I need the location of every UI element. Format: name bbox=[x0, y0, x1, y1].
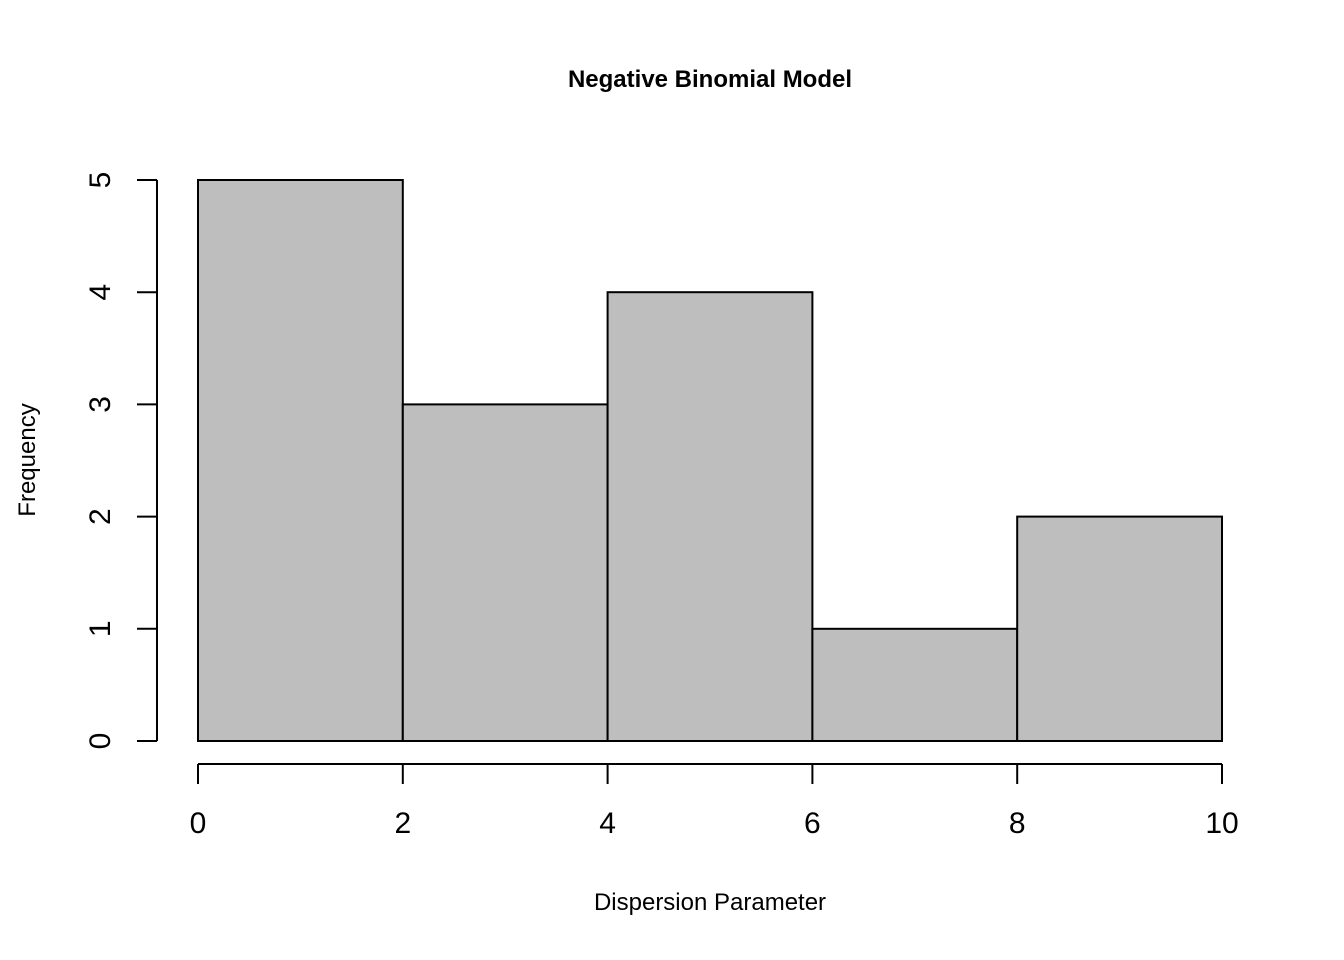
x-axis-label: Dispersion Parameter bbox=[594, 889, 826, 916]
y-tick-label: 2 bbox=[84, 508, 117, 525]
x-tick-label: 10 bbox=[1205, 807, 1238, 840]
y-axis-label: Frequency bbox=[14, 403, 41, 516]
histogram-bar-2-4 bbox=[401, 403, 609, 742]
x-tick-label: 4 bbox=[599, 807, 616, 840]
histogram-bar-8-10 bbox=[1016, 515, 1224, 742]
x-tick-label: 2 bbox=[394, 807, 411, 840]
histogram-bar-0-2 bbox=[197, 179, 404, 742]
y-tick-label: 1 bbox=[84, 620, 117, 637]
y-axis: 0 1 2 3 4 5 bbox=[84, 172, 158, 750]
x-tick-label: 0 bbox=[190, 807, 207, 840]
histogram-bar-4-6 bbox=[606, 291, 814, 742]
chart-title: Negative Binomial Model bbox=[568, 66, 852, 93]
y-tick-label: 3 bbox=[84, 396, 117, 413]
y-tick-label: 5 bbox=[84, 172, 117, 189]
x-tick-label: 8 bbox=[1009, 807, 1026, 840]
histogram-bar-6-8 bbox=[811, 627, 1019, 742]
bars-group bbox=[197, 179, 1224, 742]
x-axis: 0 2 4 6 8 10 bbox=[190, 763, 1239, 840]
y-tick-label: 4 bbox=[84, 284, 117, 301]
y-tick-label: 0 bbox=[84, 733, 117, 750]
x-tick-label: 6 bbox=[804, 807, 821, 840]
